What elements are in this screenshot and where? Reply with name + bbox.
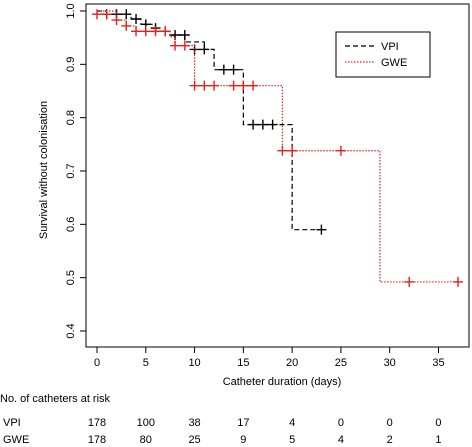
y-tick-label-3: 0.7	[65, 163, 77, 178]
censor-mark-gwe-16	[277, 145, 288, 156]
risk-value-gwe-7: 1	[435, 434, 441, 446]
censor-mark-gwe-8	[170, 40, 181, 51]
censor-mark-vpi-2	[121, 9, 132, 20]
censor-mark-gwe-3	[121, 20, 132, 31]
risk-row-label-vpi: VPI	[3, 417, 21, 429]
y-tick-label-2: 0.6	[65, 217, 77, 232]
risk-value-vpi-1: 100	[137, 417, 155, 429]
risk-value-vpi-0: 178	[88, 417, 106, 429]
censor-mark-vpi-8	[179, 30, 190, 40]
x-tick-label-0: 0	[94, 357, 100, 369]
x-tick-label-1: 5	[143, 357, 149, 369]
risk-value-gwe-0: 178	[88, 434, 106, 446]
series-vpi-line	[97, 10, 322, 231]
x-tick-label-6: 30	[384, 357, 396, 369]
risk-value-gwe-3: 9	[240, 434, 246, 446]
legend-label-gwe: GWE	[381, 57, 407, 69]
censor-mark-vpi-10	[199, 44, 210, 55]
y-axis-label: Survival without colonisation	[38, 101, 50, 239]
risk-value-vpi-3: 17	[237, 417, 249, 429]
series-layer	[92, 9, 463, 287]
risk-value-vpi-7: 0	[435, 417, 441, 429]
censor-mark-gwe-10	[189, 80, 200, 91]
censor-mark-gwe-20	[453, 276, 463, 287]
risk-value-vpi-4: 4	[289, 417, 295, 429]
x-tick-label-3: 15	[237, 357, 249, 369]
censor-mark-gwe-7	[160, 26, 171, 37]
censor-mark-vpi-14	[257, 119, 268, 130]
censor-mark-vpi-12	[228, 64, 239, 75]
risk-table: VPI 178 100 38 17 4 0 0 0 GWE 178 80 25 9 5 4 2 1	[3, 417, 442, 446]
censor-mark-gwe-13	[228, 80, 239, 91]
y-tick-label-5: 0.9	[65, 57, 77, 72]
legend-label-vpi: VPI	[381, 41, 399, 53]
censor-mark-gwe-11	[199, 80, 210, 91]
risk-value-vpi-5: 0	[338, 417, 344, 429]
risk-table-title: No. of catheters at risk	[0, 393, 111, 405]
censor-mark-gwe-6	[150, 26, 161, 37]
risk-value-gwe-5: 4	[338, 434, 344, 446]
y-tick-label-1: 0.5	[65, 270, 77, 285]
y-tick-label-6: 1.0	[65, 3, 77, 18]
censor-mark-gwe-2	[111, 15, 122, 26]
legend: VPI GWE	[335, 31, 431, 78]
risk-value-gwe-2: 25	[188, 434, 200, 446]
y-axis: 0.4 0.5 0.6 0.7 0.8 0.9 1.0	[65, 3, 86, 339]
risk-value-gwe-1: 80	[140, 434, 152, 446]
censor-mark-gwe-12	[209, 80, 220, 91]
censor-mark-gwe-9	[179, 40, 190, 51]
x-tick-label-2: 10	[188, 357, 200, 369]
plot-frame	[85, 3, 470, 348]
censor-mark-gwe-19	[404, 276, 415, 287]
censor-mark-gwe-15	[248, 80, 259, 91]
censor-mark-gwe-1	[101, 9, 112, 20]
x-axis: 0 5 10 15 20 25 30 35	[94, 347, 445, 369]
series-gwe-line	[97, 10, 458, 283]
censor-mark-vpi-16	[316, 224, 327, 235]
censor-mark-vpi-15	[267, 119, 278, 130]
risk-value-gwe-6: 2	[387, 434, 393, 446]
censor-mark-gwe-18	[335, 145, 346, 156]
censor-mark-gwe-4	[131, 26, 142, 37]
y-tick-label-0: 0.4	[65, 323, 77, 338]
y-tick-label-4: 0.8	[65, 110, 77, 125]
censor-mark-vpi-11	[218, 64, 229, 75]
censor-mark-gwe-17	[287, 145, 298, 156]
x-tick-label-7: 35	[432, 357, 444, 369]
risk-value-vpi-2: 38	[188, 417, 200, 429]
x-tick-label-5: 25	[335, 357, 347, 369]
risk-row-label-gwe: GWE	[3, 434, 29, 446]
censor-mark-gwe-5	[140, 26, 151, 37]
censor-mark-vpi-3	[131, 14, 142, 24]
legend-box	[335, 31, 431, 78]
censor-mark-gwe-14	[238, 80, 249, 91]
x-tick-label-4: 20	[286, 357, 298, 369]
censor-mark-vpi-13	[248, 119, 259, 130]
x-axis-label: Catheter duration (days)	[223, 376, 342, 388]
censor-mark-gwe-0	[92, 9, 102, 20]
risk-value-vpi-6: 0	[387, 417, 393, 429]
risk-value-gwe-4: 5	[289, 434, 295, 446]
